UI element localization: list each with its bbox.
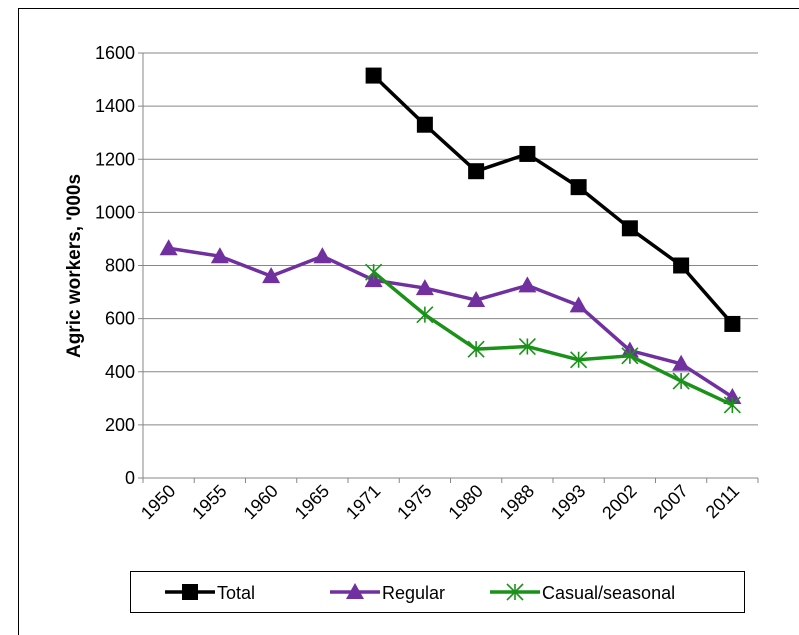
marker: [569, 296, 588, 313]
marker: [518, 276, 537, 293]
marker: [182, 584, 198, 600]
marker: [672, 372, 690, 390]
x-tick-label: 2002: [598, 481, 640, 523]
marker: [723, 396, 741, 414]
marker: [159, 239, 178, 256]
x-tick-label: 1993: [547, 481, 589, 523]
marker: [416, 116, 433, 133]
marker: [570, 179, 587, 196]
marker: [468, 163, 485, 180]
x-tick-label: 1955: [188, 481, 230, 523]
y-tick-label: 600: [105, 309, 135, 329]
y-tick-label: 1600: [95, 43, 135, 63]
x-tick-label: 1965: [291, 481, 333, 523]
y-tick-label: 1000: [95, 202, 135, 222]
x-tick-label: 1980: [444, 481, 486, 523]
marker: [313, 247, 332, 264]
legend-label: Regular: [382, 583, 445, 603]
marker: [346, 583, 364, 599]
y-tick-label: 1400: [95, 96, 135, 116]
marker: [210, 247, 229, 264]
x-tick-label: 1975: [393, 481, 435, 523]
series-line: [372, 74, 734, 326]
marker: [570, 351, 588, 369]
marker: [621, 220, 638, 237]
marker: [673, 257, 690, 274]
x-tick-label: 1971: [342, 481, 384, 523]
marker: [506, 583, 524, 601]
series-line: [372, 270, 734, 407]
marker: [416, 306, 434, 324]
marker: [621, 347, 639, 365]
marker: [672, 354, 691, 371]
marker: [467, 340, 485, 358]
x-tick-label: 1988: [496, 481, 538, 523]
y-tick-label: 200: [105, 415, 135, 435]
y-axis-label: Agric workers, '000s: [64, 174, 85, 358]
marker: [365, 263, 383, 281]
x-tick-label: 2007: [649, 481, 691, 523]
legend-label: Casual/seasonal: [542, 583, 675, 603]
y-tick-label: 400: [105, 362, 135, 382]
x-tick-label: 2011: [702, 481, 744, 523]
series-line: [168, 246, 734, 399]
y-tick-label: 800: [105, 256, 135, 276]
chart-frame: [18, 8, 799, 635]
y-tick-label: 1200: [95, 149, 135, 169]
x-tick-label: 1950: [137, 481, 179, 523]
marker: [262, 267, 281, 284]
marker: [415, 279, 434, 296]
y-tick-label: 0: [125, 468, 135, 488]
marker: [467, 291, 486, 308]
legend-box: [130, 571, 745, 613]
marker: [365, 67, 382, 84]
marker: [519, 145, 536, 162]
marker: [724, 315, 741, 332]
x-tick-label: 1960: [239, 481, 281, 523]
marker: [518, 337, 536, 356]
legend-label: Total: [217, 583, 255, 603]
